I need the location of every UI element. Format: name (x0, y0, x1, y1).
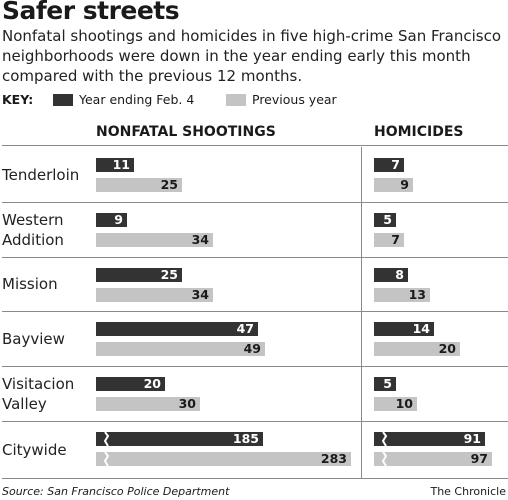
scale-break-icon (103, 452, 110, 466)
chart-title: Safer streets (2, 0, 180, 25)
category-label: Visitacion Valley (2, 374, 74, 414)
row-divider (2, 202, 508, 203)
bar-nonfatal: 20 (96, 377, 165, 391)
bar-homicides: 91 (374, 432, 485, 446)
data-label: 49 (243, 341, 261, 356)
data-label: 10 (395, 396, 413, 411)
category-label: Citywide (2, 440, 67, 460)
legend-swatch-current (53, 94, 73, 106)
data-label: 34 (191, 287, 209, 302)
bar-nonfatal: 34 (96, 233, 213, 247)
bar-homicides: 13 (374, 288, 430, 302)
legend-label-previous: Previous year (252, 92, 337, 107)
row-divider (2, 366, 508, 367)
bar-nonfatal: 11 (96, 158, 134, 172)
data-label: 5 (383, 376, 392, 391)
row-divider (2, 421, 508, 422)
bar-nonfatal: 185 (96, 432, 263, 446)
data-label: 14 (412, 321, 430, 336)
category-label-line: Tenderloin (2, 165, 80, 184)
data-label: 25 (160, 267, 178, 282)
category-label-line: Bayview (2, 329, 65, 348)
data-label: 91 (463, 431, 481, 446)
bar-nonfatal: 34 (96, 288, 213, 302)
data-label: 25 (160, 177, 178, 192)
bar-homicides: 14 (374, 322, 434, 336)
scale-break-icon (381, 432, 388, 446)
category-label-line: Valley (2, 394, 47, 413)
chart-subtitle: Nonfatal shootings and homicides in five… (2, 27, 502, 85)
data-label: 9 (400, 177, 409, 192)
data-label: 47 (236, 321, 254, 336)
category-label: Western Addition (2, 210, 64, 250)
data-label: 7 (391, 232, 400, 247)
bar-nonfatal: 47 (96, 322, 258, 336)
credit: The Chronicle (430, 485, 506, 498)
bar-homicides: 5 (374, 213, 396, 227)
category-label: Tenderloin (2, 165, 79, 185)
data-label: 34 (191, 232, 209, 247)
category-label-line: Mission (2, 275, 58, 293)
data-label: 8 (395, 267, 404, 282)
data-label: 185 (232, 431, 259, 446)
category-label: Mission (2, 274, 58, 294)
data-label: 7 (391, 157, 400, 172)
data-label: 5 (383, 212, 392, 227)
scale-break-icon (103, 432, 110, 446)
data-label: 11 (112, 157, 130, 172)
data-label: 13 (408, 287, 426, 302)
data-label: 9 (114, 212, 123, 227)
category-label-line: Addition (2, 230, 64, 249)
key-label: KEY: (2, 92, 34, 107)
bar-nonfatal: 49 (96, 342, 265, 356)
category-label: Bayview (2, 329, 65, 349)
bar-nonfatal: 283 (96, 452, 351, 466)
bar-homicides: 7 (374, 158, 404, 172)
column-header-nonfatal: NONFATAL SHOOTINGS (96, 124, 276, 140)
bar-homicides: 5 (374, 377, 396, 391)
bar-homicides: 20 (374, 342, 460, 356)
row-divider (2, 478, 508, 479)
bar-homicides: 8 (374, 268, 408, 282)
row-divider (2, 257, 508, 258)
category-label-line: Citywide (2, 440, 67, 459)
row-divider (2, 145, 508, 146)
category-label-line: Western (2, 210, 64, 229)
scale-break-icon (381, 452, 388, 466)
source-note: Source: San Francisco Police Department (2, 485, 230, 498)
bar-nonfatal: 30 (96, 397, 200, 411)
data-label: 97 (470, 451, 488, 466)
data-label: 283 (320, 451, 347, 466)
bar-nonfatal: 25 (96, 178, 182, 192)
column-divider (361, 147, 362, 478)
bar-homicides: 9 (374, 178, 413, 192)
bar-nonfatal: 25 (96, 268, 182, 282)
bar-nonfatal: 9 (96, 213, 127, 227)
bar-homicides: 7 (374, 233, 404, 247)
bar-homicides: 97 (374, 452, 492, 466)
legend-label-current: Year ending Feb. 4 (79, 92, 195, 107)
data-label: 30 (178, 396, 196, 411)
data-label: 20 (438, 341, 456, 356)
legend-swatch-previous (226, 94, 246, 106)
category-label-line: Visitacion (2, 374, 75, 393)
column-header-homicides: HOMICIDES (374, 124, 464, 140)
bar-homicides: 10 (374, 397, 417, 411)
data-label: 20 (143, 376, 161, 391)
row-divider (2, 311, 508, 312)
